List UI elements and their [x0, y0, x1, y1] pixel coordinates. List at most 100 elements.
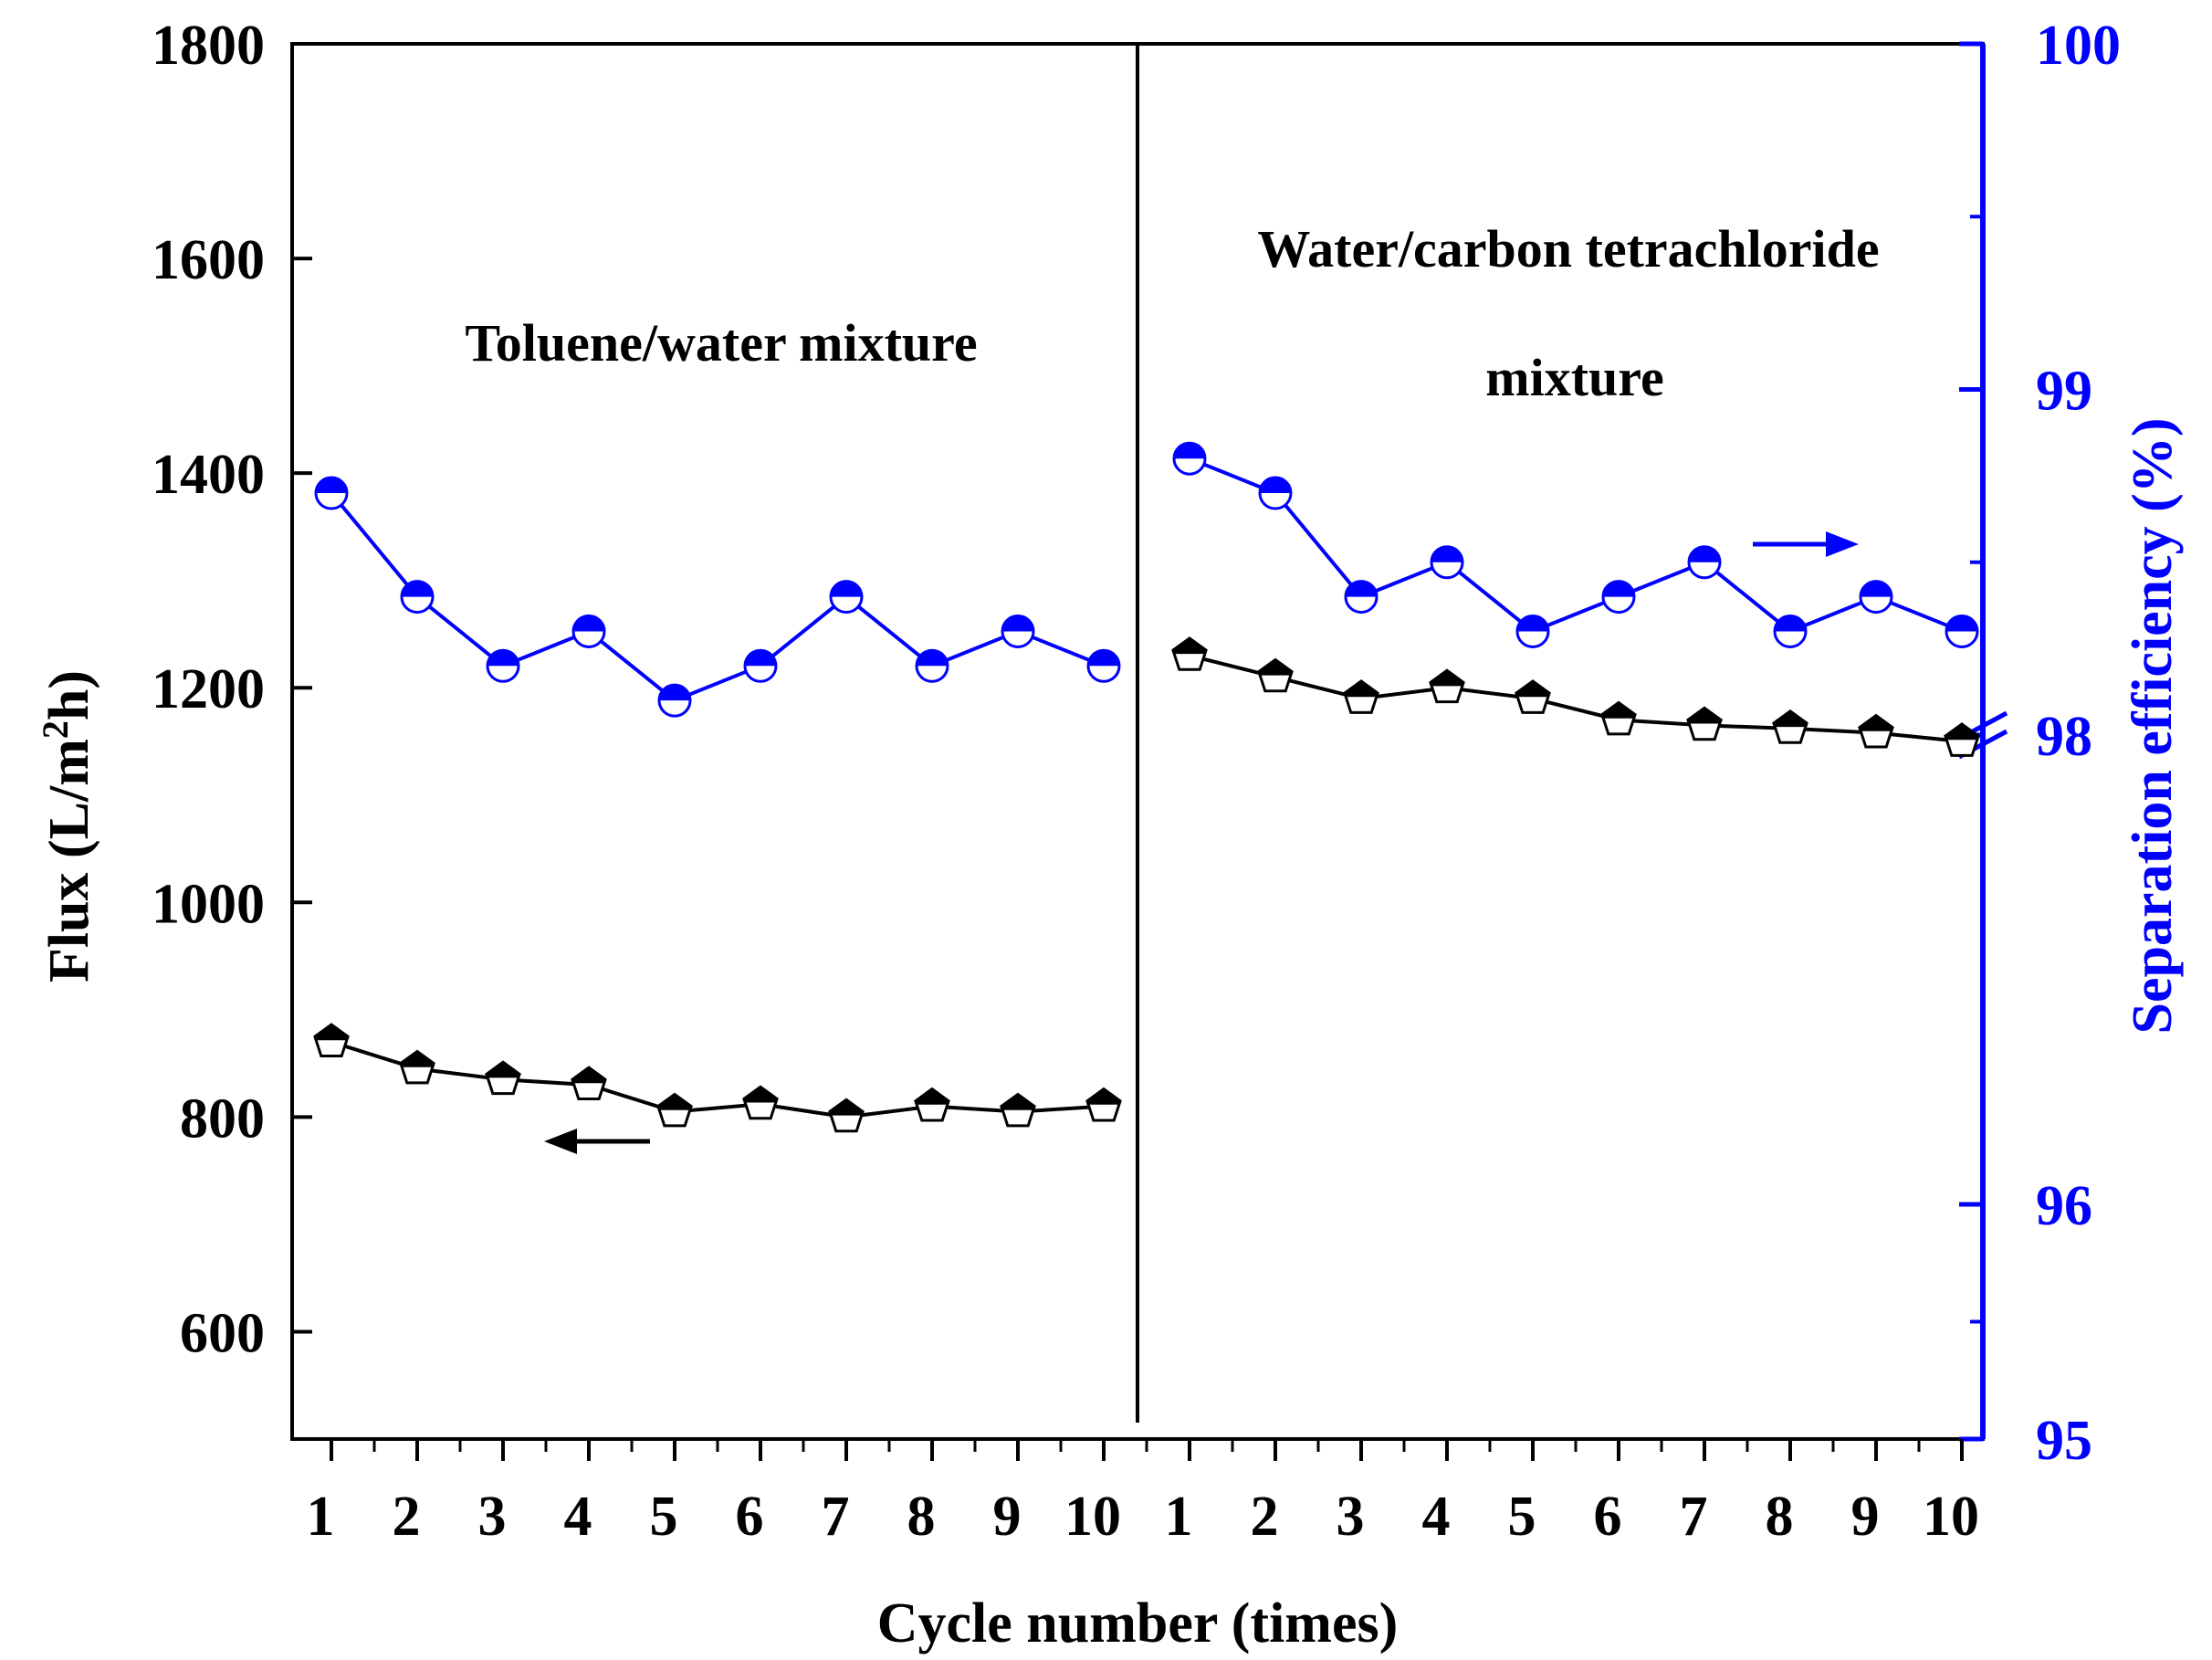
- flux-point: [1772, 709, 1808, 744]
- flux-marker-fill: [486, 1062, 520, 1078]
- left-axis-title-main: Flux (L/m: [38, 739, 100, 982]
- efficiency-marker-fill: [1775, 615, 1806, 632]
- efficiency-point: [571, 614, 606, 648]
- series-markers: [313, 441, 1980, 1133]
- flux-marker-fill: [400, 1051, 435, 1067]
- x-tick-label: 3: [478, 1486, 507, 1548]
- left-tick-label: 1000: [152, 873, 265, 935]
- flux-point: [1686, 706, 1723, 741]
- x-tick-label: 2: [393, 1486, 421, 1548]
- efficiency-marker-fill: [573, 615, 604, 632]
- right-tick-label: 95: [2036, 1410, 2092, 1472]
- flux-point: [914, 1087, 950, 1122]
- direction-arrows: [544, 531, 1859, 1154]
- efficiency-point: [1086, 648, 1121, 683]
- right-tick-label: 96: [2036, 1175, 2092, 1237]
- flux-point: [1171, 636, 1208, 671]
- x-axis-ticks: 1 2 3 4 5 6 7 8 9 10 1 2 3 4 5 6 7 8 9 10: [307, 1439, 1979, 1548]
- flux-point: [1085, 1087, 1122, 1122]
- left-axis-title-superscript: 2: [35, 720, 76, 739]
- flux-point: [1515, 679, 1551, 714]
- flux-marker-fill: [1086, 1088, 1121, 1105]
- x-tick-label: 7: [822, 1486, 850, 1548]
- efficiency-marker-fill: [831, 581, 862, 597]
- efficiency-marker-fill: [1517, 615, 1548, 632]
- efficiency-marker-fill: [1946, 615, 1977, 632]
- efficiency-marker-fill: [1603, 581, 1634, 597]
- x-tick-label: 5: [1508, 1486, 1536, 1548]
- efficiency-point: [400, 580, 435, 615]
- flux-marker-fill: [1172, 638, 1207, 655]
- x-tick-label: 1: [1165, 1486, 1193, 1548]
- flux-marker-fill: [657, 1094, 692, 1110]
- flux-marker-fill: [314, 1024, 349, 1041]
- flux-point: [1858, 713, 1894, 749]
- flux-marker-fill: [915, 1088, 949, 1105]
- efficiency-marker-fill: [316, 478, 347, 494]
- x-tick-label: 8: [907, 1486, 936, 1548]
- efficiency-point: [1773, 614, 1808, 648]
- flux-point: [1343, 679, 1379, 714]
- flux-point: [1000, 1092, 1036, 1128]
- panel-label-toluene: Toluene/water mixture: [465, 313, 977, 373]
- flux-point: [399, 1049, 435, 1085]
- left-tick-label: 1400: [152, 444, 265, 506]
- efficiency-point: [1945, 614, 1979, 648]
- right-axis-title: Separation efficiency (%): [2122, 418, 2184, 1035]
- flux-point: [485, 1060, 521, 1096]
- efficiency-marker-fill: [1861, 581, 1892, 597]
- efficiency-point: [915, 648, 949, 683]
- flux-point: [571, 1066, 607, 1100]
- left-tick-label: 800: [180, 1087, 265, 1150]
- series-lines: [330, 457, 1963, 1119]
- flux-marker-fill: [1344, 681, 1379, 698]
- efficiency-point: [657, 683, 692, 718]
- x-axis-title: Cycle number (times): [877, 1592, 1399, 1655]
- efficiency-marker-fill: [1260, 478, 1291, 494]
- flux-marker-fill: [1258, 659, 1293, 676]
- efficiency-point: [1687, 545, 1722, 580]
- flux-marker-fill: [1859, 715, 1893, 731]
- efficiency-point: [1859, 580, 1893, 615]
- right-tick-label: 98: [2036, 706, 2092, 768]
- x-tick-label: 10: [1064, 1486, 1121, 1548]
- left-axis-title: Flux (L/m2h): [35, 670, 101, 982]
- efficiency-marker-fill: [1689, 546, 1720, 562]
- efficiency-point: [1515, 614, 1550, 648]
- flux-marker-fill: [1773, 710, 1808, 728]
- left-axis-ticks: 600 800 1000 1200 1400 1600 1800: [152, 15, 312, 1364]
- efficiency-point: [1344, 580, 1379, 615]
- flux-arrow-head: [544, 1129, 577, 1154]
- flux-marker-fill: [1687, 708, 1722, 724]
- panel-label-ccl4-line2: mixture: [1485, 348, 1663, 407]
- efficiency-marker-fill: [1002, 615, 1033, 632]
- flux-marker-fill: [743, 1087, 778, 1103]
- flux-marker-fill: [1430, 670, 1464, 687]
- left-tick-label: 1800: [152, 15, 265, 77]
- x-tick-label: 9: [993, 1486, 1022, 1548]
- efficiency-marker-fill: [745, 650, 776, 667]
- efficiency-point: [1601, 580, 1636, 615]
- x-tick-label: 2: [1251, 1486, 1279, 1548]
- x-tick-label: 10: [1923, 1486, 1979, 1548]
- efficiency-marker-fill: [917, 650, 948, 667]
- x-tick-label: 1: [307, 1486, 335, 1548]
- flux-point: [313, 1023, 350, 1057]
- left-tick-label: 600: [180, 1302, 265, 1364]
- efficiency-line: [330, 491, 1105, 703]
- efficiency-marker-fill: [1431, 546, 1462, 562]
- flux-marker-fill: [829, 1099, 864, 1116]
- flux-marker-fill: [1601, 702, 1636, 719]
- flux-point: [742, 1085, 779, 1120]
- efficiency-marker-fill: [659, 685, 690, 701]
- flux-line: [1189, 654, 1963, 743]
- flux-marker-fill: [1515, 681, 1550, 698]
- x-tick-label: 9: [1851, 1486, 1880, 1548]
- left-tick-label: 1200: [152, 658, 265, 720]
- flux-line: [330, 1040, 1105, 1119]
- x-tick-label: 7: [1680, 1486, 1708, 1548]
- efficiency-point: [1172, 441, 1207, 476]
- flux-point: [828, 1098, 865, 1133]
- efficiency-point: [829, 580, 864, 615]
